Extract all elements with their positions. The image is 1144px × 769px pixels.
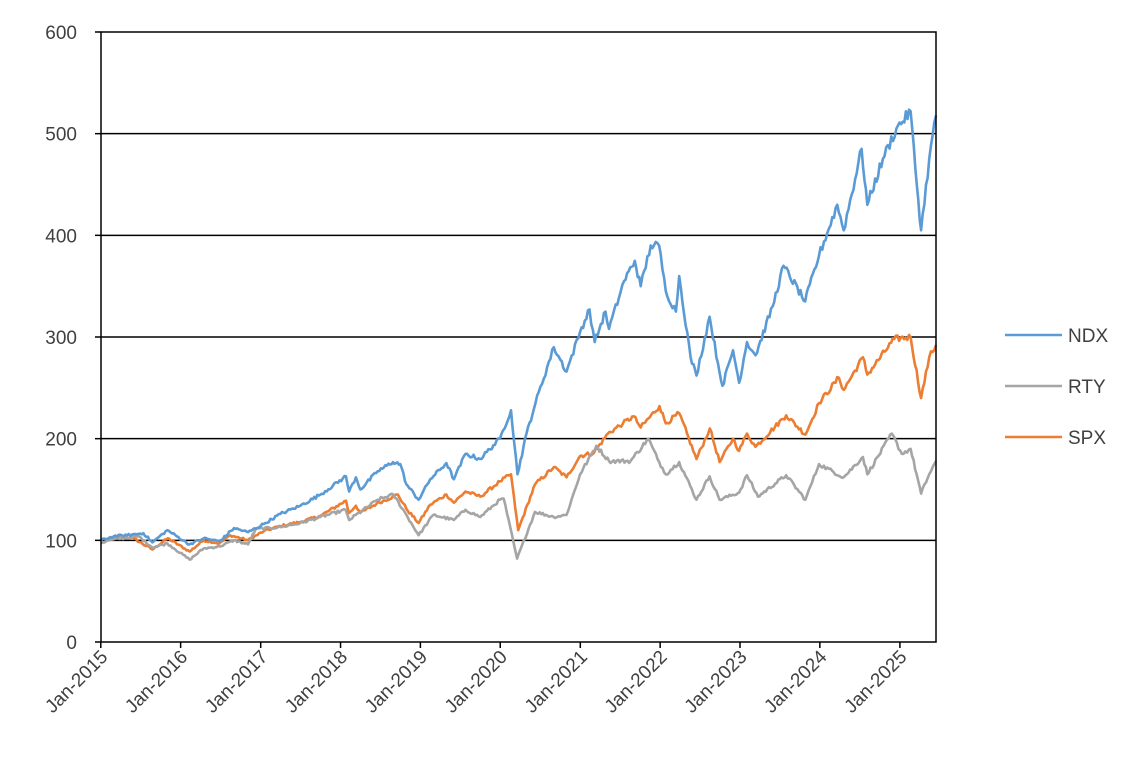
plot-frame bbox=[100, 31, 937, 643]
y-tick-label: 0 bbox=[66, 633, 77, 654]
legend-label-ndx: NDX bbox=[1068, 326, 1108, 347]
legend: NDX RTY SPX bbox=[1005, 326, 1108, 449]
y-axis-tick-labels: 0 100 200 300 400 500 600 bbox=[45, 23, 77, 654]
series-line-spx bbox=[100, 333, 938, 553]
y-tick-label: 500 bbox=[45, 125, 77, 146]
series-lines bbox=[100, 108, 938, 561]
y-tick-label: 600 bbox=[45, 23, 77, 44]
series-line-rty bbox=[100, 432, 938, 561]
legend-label-rty: RTY bbox=[1068, 377, 1106, 398]
y-tick-label: 200 bbox=[45, 430, 77, 451]
plot-area-border bbox=[100, 31, 937, 643]
legend-label-spx: SPX bbox=[1068, 428, 1106, 449]
y-tick-label: 400 bbox=[45, 226, 77, 247]
y-tick-label: 300 bbox=[45, 328, 77, 349]
series-line-ndx bbox=[100, 108, 938, 546]
y-tick-label: 100 bbox=[45, 531, 77, 552]
